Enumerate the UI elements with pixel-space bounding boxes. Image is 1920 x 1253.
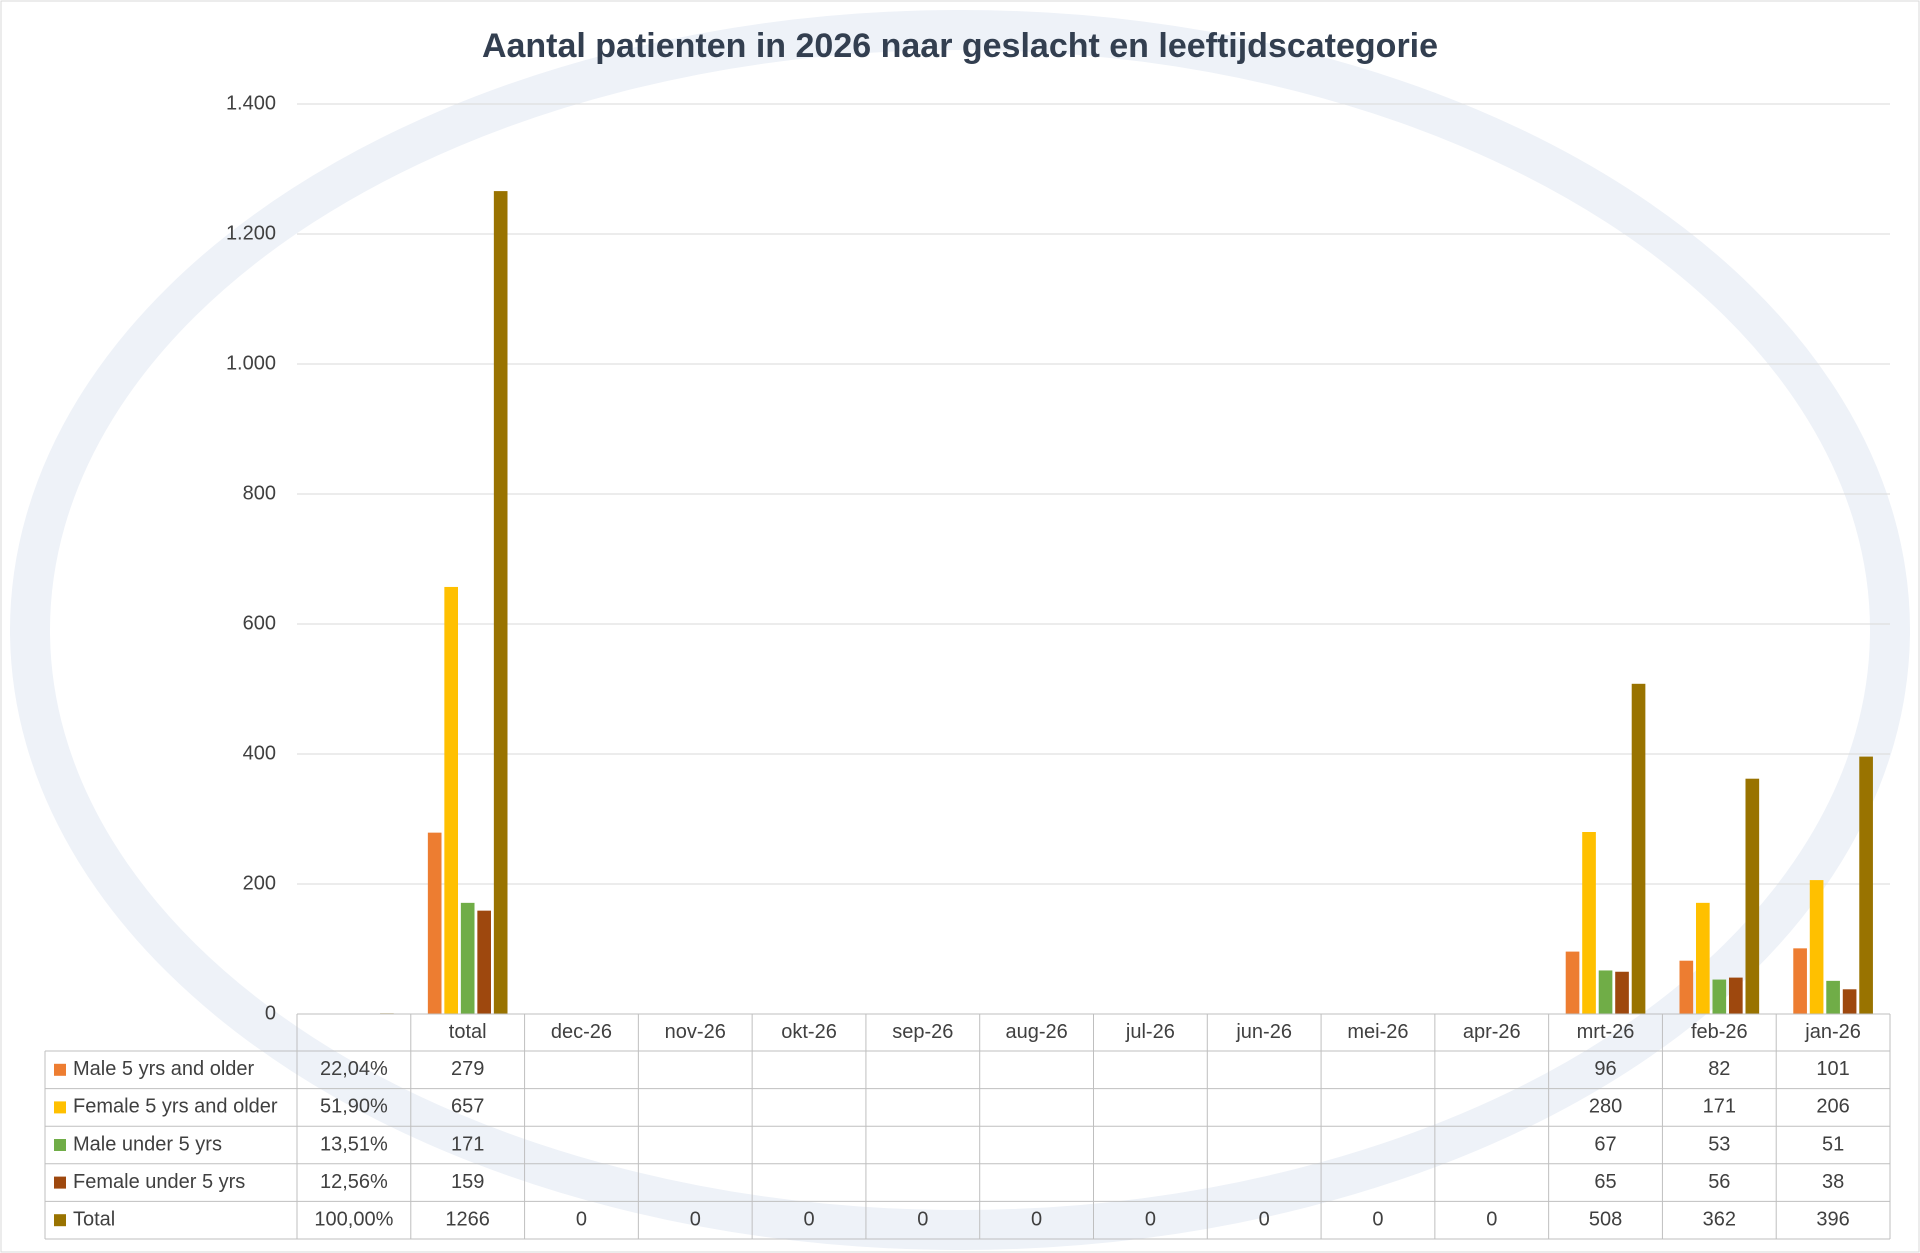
bar xyxy=(1712,979,1727,1014)
y-tick-label: 400 xyxy=(243,742,276,764)
x-tick-label: total xyxy=(449,1021,487,1043)
x-tick-label: dec-26 xyxy=(551,1021,612,1043)
bar xyxy=(427,832,442,1014)
y-tick-label: 1.000 xyxy=(226,352,276,374)
data-label: 508 xyxy=(1589,1208,1622,1230)
data-label: 0 xyxy=(1031,1208,1042,1230)
x-tick-label: jan-26 xyxy=(1804,1021,1861,1043)
data-label: 51,90% xyxy=(320,1096,388,1118)
bar xyxy=(1793,948,1807,1014)
legend-key xyxy=(54,1063,66,1076)
legend-label: Female under 5 yrs xyxy=(73,1171,245,1193)
data-label: 51 xyxy=(1822,1133,1844,1155)
data-label: 1266 xyxy=(445,1208,490,1230)
data-label: 362 xyxy=(1703,1208,1736,1230)
data-label: 0 xyxy=(576,1208,587,1230)
y-tick-label: 0 xyxy=(265,1002,276,1024)
legend-key xyxy=(54,1176,66,1189)
x-tick-label: aug-26 xyxy=(1005,1021,1067,1043)
bar xyxy=(1809,880,1824,1014)
data-label: 0 xyxy=(917,1208,928,1230)
x-tick-label: feb-26 xyxy=(1691,1021,1748,1043)
data-label: 67 xyxy=(1594,1133,1616,1155)
bar xyxy=(1728,977,1743,1014)
data-label: 22,04% xyxy=(320,1058,388,1080)
x-tick-label: sep-26 xyxy=(892,1021,953,1043)
data-label: 82 xyxy=(1708,1058,1730,1080)
data-label: 56 xyxy=(1708,1171,1730,1193)
data-label: 0 xyxy=(1259,1208,1270,1230)
bar xyxy=(477,910,492,1014)
x-tick-label: okt-26 xyxy=(781,1021,837,1043)
x-tick-label: jul-26 xyxy=(1125,1021,1175,1043)
y-tick-label: 200 xyxy=(243,872,276,894)
data-label: 100,00% xyxy=(314,1208,393,1230)
y-tick-label: 600 xyxy=(243,612,276,634)
data-label: 53 xyxy=(1708,1133,1730,1155)
data-label: 396 xyxy=(1816,1208,1849,1230)
bar xyxy=(460,902,475,1014)
legend-label: Male 5 yrs and older xyxy=(73,1058,255,1080)
x-tick-label: mrt-26 xyxy=(1577,1021,1635,1043)
y-tick-label: 1.400 xyxy=(226,92,276,114)
bar xyxy=(1631,683,1646,1014)
data-label: 280 xyxy=(1589,1096,1622,1118)
data-label: 171 xyxy=(1703,1096,1736,1118)
data-label: 171 xyxy=(451,1133,484,1155)
x-tick-label: mei-26 xyxy=(1347,1021,1408,1043)
legend-label: Male under 5 yrs xyxy=(73,1133,222,1155)
bar xyxy=(1826,980,1840,1014)
x-tick-label: nov-26 xyxy=(665,1021,726,1043)
legend-label: Total xyxy=(73,1208,115,1230)
data-label: 0 xyxy=(803,1208,814,1230)
bar xyxy=(1745,778,1760,1014)
legend-key xyxy=(54,1214,66,1227)
bar xyxy=(1582,832,1596,1014)
data-label: 96 xyxy=(1594,1058,1616,1080)
data-label: 65 xyxy=(1594,1171,1616,1193)
bar xyxy=(1598,970,1613,1014)
data-label: 159 xyxy=(451,1171,484,1193)
y-tick-label: 1.200 xyxy=(226,222,276,244)
data-label: 279 xyxy=(451,1058,484,1080)
data-label: 0 xyxy=(690,1208,701,1230)
data-label: 0 xyxy=(1145,1208,1156,1230)
legend-key xyxy=(54,1139,66,1151)
chart-title: Aantal patienten in 2026 naar geslacht e… xyxy=(482,27,1438,65)
data-label: 0 xyxy=(1372,1208,1383,1230)
bar xyxy=(1565,951,1580,1014)
bar xyxy=(493,191,508,1015)
data-label: 657 xyxy=(451,1096,484,1118)
data-label: 0 xyxy=(1486,1208,1497,1230)
bar xyxy=(1859,756,1873,1014)
data-label: 101 xyxy=(1816,1058,1849,1080)
bar xyxy=(1615,971,1629,1014)
watermark xyxy=(10,10,1910,1250)
bar xyxy=(1679,960,1694,1014)
data-label: 206 xyxy=(1816,1096,1849,1118)
data-label: 38 xyxy=(1822,1171,1844,1193)
bar xyxy=(1842,989,1857,1014)
data-label: 13,51% xyxy=(320,1133,388,1155)
legend-label: Female 5 yrs and older xyxy=(73,1096,278,1118)
x-tick-label: jun-26 xyxy=(1235,1021,1292,1043)
x-tick-label: apr-26 xyxy=(1463,1021,1521,1043)
legend-key xyxy=(54,1101,66,1114)
y-tick-label: 800 xyxy=(243,482,276,504)
data-label: 12,56% xyxy=(320,1171,388,1193)
bar xyxy=(1695,902,1710,1014)
bar xyxy=(444,586,459,1014)
